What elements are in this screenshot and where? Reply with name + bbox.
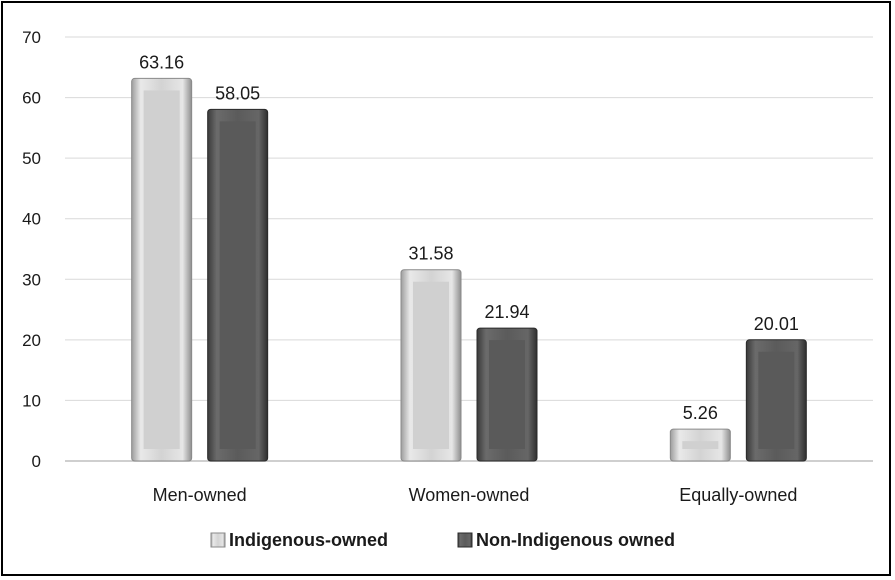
bar-face [413,281,449,449]
category-label: Equally-owned [679,485,797,505]
bar [400,269,462,462]
bar-face [143,90,180,450]
y-tick-label: 70 [22,28,41,47]
data-label: 5.26 [683,403,718,423]
legend-label: Indigenous-owned [229,530,388,550]
bar [207,108,269,462]
bar-face [489,340,525,449]
data-label: 58.05 [215,83,260,103]
bar [669,428,731,462]
y-tick-label: 50 [22,149,41,168]
y-tick-label: 20 [22,331,41,350]
legend-item: Indigenous-owned [210,530,388,550]
data-label: 31.58 [408,244,453,264]
bar [131,77,193,462]
legend-swatch [457,532,473,548]
legend-label: Non-Indigenous owned [476,530,675,550]
bar [745,339,807,462]
bar [476,327,538,462]
legend: Indigenous-owned Non-Indigenous owned [210,530,675,550]
data-label: 21.94 [484,302,529,322]
bar-face [682,441,719,449]
data-label: 20.01 [754,314,799,334]
bar-chart: 0 10 20 30 40 50 60 70 63.16 58.05 31.58 21.94 5.26… [22,28,873,550]
category-label: Men-owned [153,485,247,505]
bars [131,77,807,462]
category-label: Women-owned [409,485,530,505]
bar-face [219,121,256,449]
data-label: 63.16 [139,52,184,72]
legend-item: Non-Indigenous owned [457,530,675,550]
y-axis: 0 10 20 30 40 50 60 70 [22,28,41,471]
y-tick-label: 30 [22,270,41,289]
gridlines [65,36,873,462]
bar-face [758,351,795,449]
legend-swatch [210,532,226,548]
data-labels: 63.16 58.05 31.58 21.94 5.26 20.01 [139,52,799,423]
y-tick-label: 0 [32,452,41,471]
x-axis: Men-owned Women-owned Equally-owned [153,485,798,505]
y-tick-label: 10 [22,391,41,410]
y-tick-label: 40 [22,210,41,229]
y-tick-label: 60 [22,89,41,108]
